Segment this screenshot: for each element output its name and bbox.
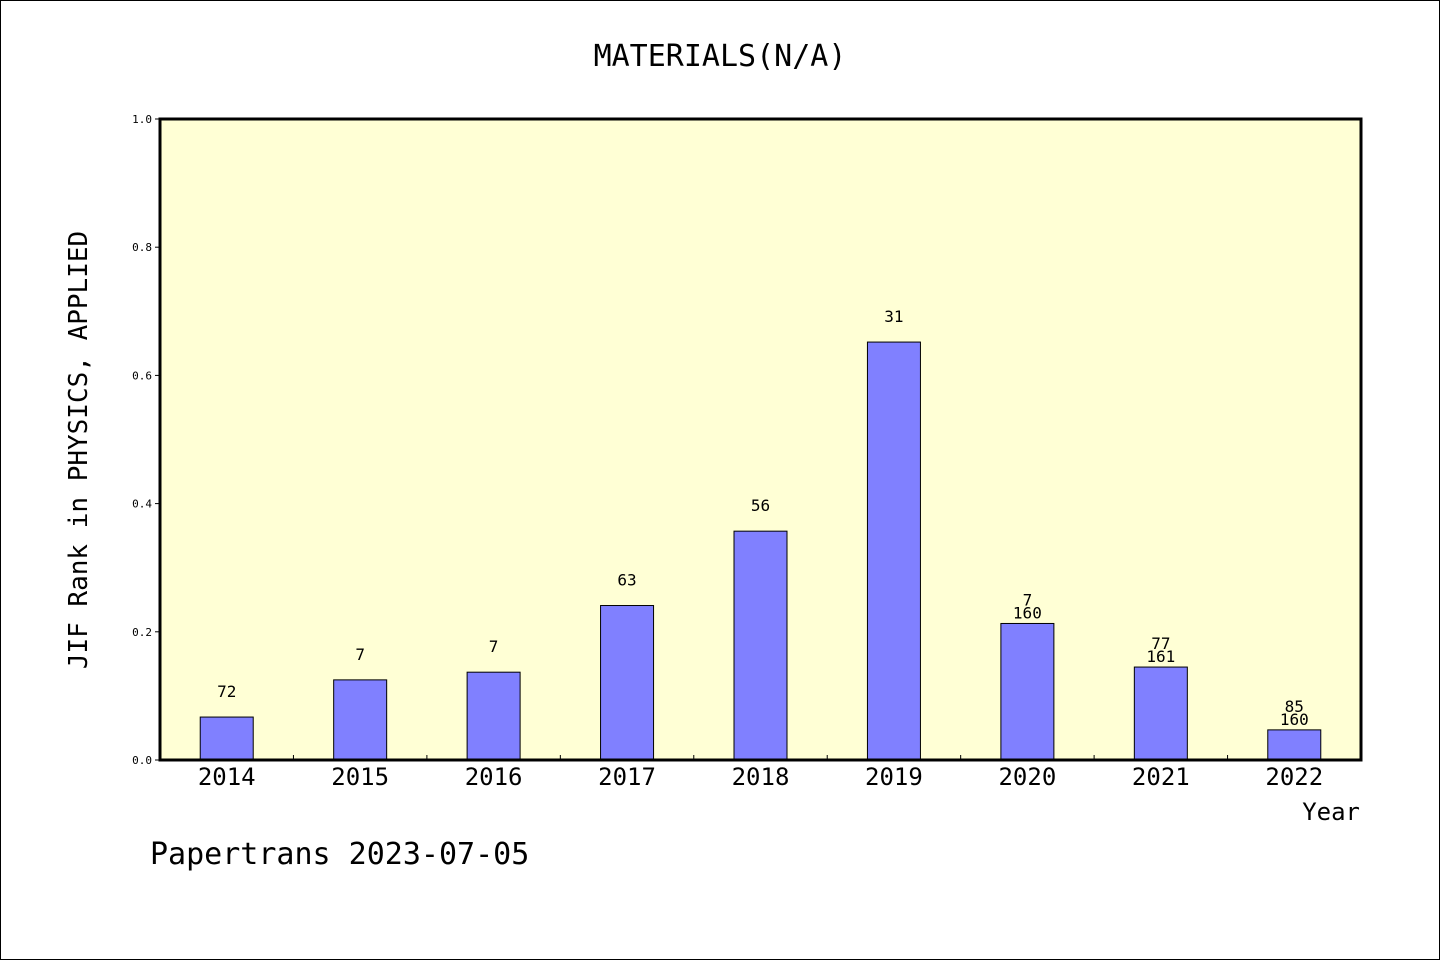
x-tick-label: 2022 — [1265, 763, 1323, 791]
plot-border — [158, 117, 1363, 762]
y-axis-label: JIF Rank in PHYSICS, APPLIED — [64, 231, 94, 669]
data-label: 7 — [1023, 590, 1033, 609]
footer-text: Papertrans 2023-07-05 — [150, 837, 529, 872]
bar — [1133, 666, 1188, 761]
x-tick-label: 2018 — [732, 763, 790, 791]
x-tick-label: 2014 — [198, 763, 256, 791]
data-label: 161 — [1146, 647, 1175, 666]
y-tick-label: 0.2 — [132, 626, 152, 639]
y-tick-label: 0.0 — [132, 754, 152, 767]
y-tick-label: 0.6 — [132, 369, 152, 382]
y-tick-label: 0.4 — [132, 498, 152, 511]
bar — [733, 530, 788, 761]
chart-title: MATERIALS(N/A) — [594, 39, 847, 74]
x-tick-label: 2017 — [598, 763, 656, 791]
data-label: 56 — [751, 496, 770, 515]
bar — [466, 671, 521, 761]
x-tick-label: 2020 — [998, 763, 1056, 791]
data-label: 85 — [1285, 697, 1304, 716]
x-tick-label: 2021 — [1132, 763, 1190, 791]
data-label: 7 — [489, 637, 499, 656]
x-tick-label: 2019 — [865, 763, 923, 791]
y-axis: 0.0 0.2 0.4 0.6 0.8 1.0 — [132, 113, 160, 767]
y-tick-label: 1.0 — [132, 113, 152, 126]
bar — [333, 679, 388, 761]
x-tick-label: 2015 — [331, 763, 389, 791]
bar — [866, 341, 921, 761]
data-label: 72 — [217, 682, 236, 701]
bar — [1267, 729, 1322, 761]
bars-group — [199, 341, 1322, 761]
data-label: 31 — [884, 307, 903, 326]
x-axis: 2014 2015 2016 2017 2018 2019 2020 2021 2022 — [198, 755, 1323, 791]
data-label: 160 — [1013, 603, 1042, 622]
data-label: 77 — [1151, 634, 1170, 653]
y-tick-label: 0.8 — [132, 241, 152, 254]
x-axis-label: Year — [1302, 798, 1360, 826]
bar — [1000, 622, 1055, 761]
bar — [600, 605, 655, 761]
data-label: 7 — [355, 645, 365, 664]
x-tick-label: 2016 — [465, 763, 523, 791]
bar — [199, 716, 254, 761]
data-label: 63 — [617, 571, 636, 590]
data-label: 160 — [1280, 710, 1309, 729]
